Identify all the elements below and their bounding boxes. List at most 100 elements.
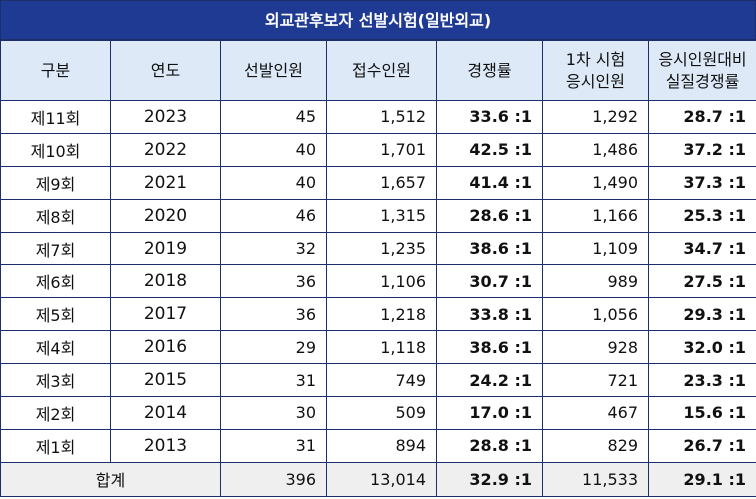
table-row: 제5회 2017 36 1,218 33.8 :1 1,056 29.3 :1 — [0, 297, 756, 332]
row-taken: 721 — [542, 363, 649, 398]
table-title: 외교관후보자 선발시험(일반외교) — [0, 0, 756, 40]
row-taken: 467 — [542, 396, 649, 430]
row-ratio: 24.2 :1 — [436, 363, 543, 398]
row-selected: 30 — [220, 396, 327, 430]
row-label: 제11회 — [0, 100, 111, 134]
row-applied: 1,315 — [326, 198, 437, 233]
row-applied: 1,657 — [326, 165, 437, 200]
row-year: 2013 — [110, 428, 221, 463]
row-real-ratio: 27.5 :1 — [648, 264, 756, 299]
row-taken: 1,166 — [542, 198, 649, 233]
row-selected: 36 — [220, 264, 327, 299]
row-label: 제7회 — [0, 231, 111, 266]
row-selected: 29 — [220, 330, 327, 365]
row-year: 2019 — [110, 231, 221, 266]
row-ratio: 17.0 :1 — [436, 396, 543, 430]
header-ratio: 경쟁률 — [436, 40, 543, 101]
row-year: 2015 — [110, 363, 221, 398]
row-label: 제5회 — [0, 297, 111, 332]
row-label: 제1회 — [0, 428, 111, 463]
total-ratio: 32.9 :1 — [436, 461, 543, 497]
table-row: 제3회 2015 31 749 24.2 :1 721 23.3 :1 — [0, 363, 756, 398]
row-applied: 509 — [326, 396, 437, 430]
row-selected: 31 — [220, 428, 327, 463]
data-table: 구분 연도 선발인원 접수인원 경쟁률 1차 시험 응시인원 응시인원대비 실질… — [0, 40, 756, 497]
row-applied: 1,218 — [326, 297, 437, 332]
row-real-ratio: 32.0 :1 — [648, 330, 756, 365]
row-applied: 749 — [326, 363, 437, 398]
header-division: 구분 — [0, 40, 111, 101]
row-real-ratio: 37.3 :1 — [648, 165, 756, 200]
table-row: 제7회 2019 32 1,235 38.6 :1 1,109 34.7 :1 — [0, 231, 756, 266]
row-selected: 32 — [220, 231, 327, 266]
row-year: 2022 — [110, 132, 221, 167]
row-ratio: 38.6 :1 — [436, 330, 543, 365]
table-row: 제8회 2020 46 1,315 28.6 :1 1,166 25.3 :1 — [0, 198, 756, 233]
row-year: 2023 — [110, 100, 221, 134]
row-ratio: 28.8 :1 — [436, 428, 543, 463]
row-label: 제6회 — [0, 264, 111, 299]
row-label: 제2회 — [0, 396, 111, 430]
header-first-exam-takers: 1차 시험 응시인원 — [542, 40, 649, 101]
row-ratio: 33.6 :1 — [436, 100, 543, 134]
row-label: 제8회 — [0, 198, 111, 233]
row-ratio: 30.7 :1 — [436, 264, 543, 299]
row-real-ratio: 25.3 :1 — [648, 198, 756, 233]
total-taken: 11,533 — [542, 461, 649, 497]
total-applied: 13,014 — [326, 461, 437, 497]
table-row: 제9회 2021 40 1,657 41.4 :1 1,490 37.3 :1 — [0, 165, 756, 200]
row-year: 2020 — [110, 198, 221, 233]
row-ratio: 42.5 :1 — [436, 132, 543, 167]
row-ratio: 28.6 :1 — [436, 198, 543, 233]
row-label: 제4회 — [0, 330, 111, 365]
table-row: 제1회 2013 31 894 28.8 :1 829 26.7 :1 — [0, 428, 756, 463]
row-selected: 46 — [220, 198, 327, 233]
row-label: 제9회 — [0, 165, 111, 200]
total-real-ratio: 29.1 :1 — [648, 461, 756, 497]
table-row: 제10회 2022 40 1,701 42.5 :1 1,486 37.2 :1 — [0, 132, 756, 167]
row-selected: 36 — [220, 297, 327, 332]
row-applied: 1,235 — [326, 231, 437, 266]
header-applied: 접수인원 — [326, 40, 437, 101]
row-year: 2014 — [110, 396, 221, 430]
row-taken: 1,490 — [542, 165, 649, 200]
row-taken: 1,109 — [542, 231, 649, 266]
row-label: 제3회 — [0, 363, 111, 398]
row-applied: 1,118 — [326, 330, 437, 365]
row-label: 제10회 — [0, 132, 111, 167]
row-ratio: 38.6 :1 — [436, 231, 543, 266]
row-applied: 1,106 — [326, 264, 437, 299]
row-selected: 40 — [220, 132, 327, 167]
row-selected: 40 — [220, 165, 327, 200]
header-year: 연도 — [110, 40, 221, 101]
row-real-ratio: 23.3 :1 — [648, 363, 756, 398]
row-applied: 894 — [326, 428, 437, 463]
row-applied: 1,701 — [326, 132, 437, 167]
row-real-ratio: 37.2 :1 — [648, 132, 756, 167]
row-real-ratio: 34.7 :1 — [648, 231, 756, 266]
row-real-ratio: 28.7 :1 — [648, 100, 756, 134]
row-taken: 1,292 — [542, 100, 649, 134]
total-row: 합계 396 13,014 32.9 :1 11,533 29.1 :1 — [0, 461, 756, 497]
row-taken: 1,486 — [542, 132, 649, 167]
header-selected: 선발인원 — [220, 40, 327, 101]
table-row: 제2회 2014 30 509 17.0 :1 467 15.6 :1 — [0, 396, 756, 430]
table-row: 제6회 2018 36 1,106 30.7 :1 989 27.5 :1 — [0, 264, 756, 299]
table-row: 제4회 2016 29 1,118 38.6 :1 928 32.0 :1 — [0, 330, 756, 365]
total-selected: 396 — [220, 461, 327, 497]
table-row: 제11회 2023 45 1,512 33.6 :1 1,292 28.7 :1 — [0, 100, 756, 134]
row-year: 2017 — [110, 297, 221, 332]
total-label: 합계 — [0, 461, 221, 497]
row-selected: 45 — [220, 100, 327, 134]
row-taken: 928 — [542, 330, 649, 365]
row-real-ratio: 26.7 :1 — [648, 428, 756, 463]
row-applied: 1,512 — [326, 100, 437, 134]
row-year: 2021 — [110, 165, 221, 200]
row-real-ratio: 15.6 :1 — [648, 396, 756, 430]
row-real-ratio: 29.3 :1 — [648, 297, 756, 332]
row-ratio: 41.4 :1 — [436, 165, 543, 200]
row-selected: 31 — [220, 363, 327, 398]
row-year: 2018 — [110, 264, 221, 299]
header-row: 구분 연도 선발인원 접수인원 경쟁률 1차 시험 응시인원 응시인원대비 실질… — [0, 40, 756, 101]
row-year: 2016 — [110, 330, 221, 365]
